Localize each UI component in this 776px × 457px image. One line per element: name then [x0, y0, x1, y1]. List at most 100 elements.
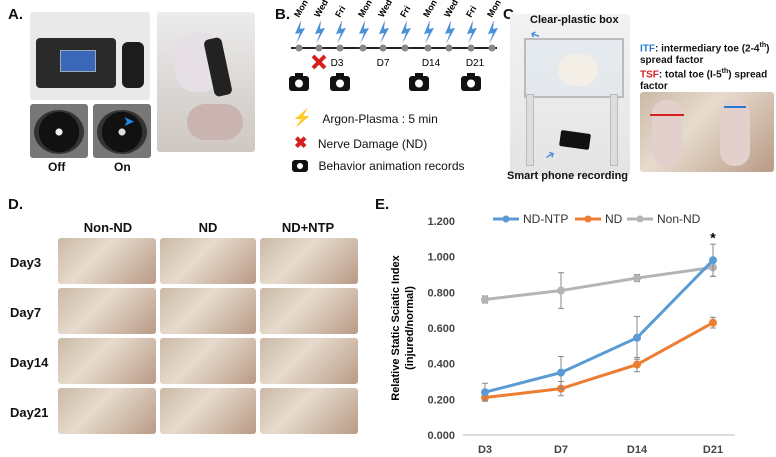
recording-setup-photo [510, 14, 630, 176]
timeline-dot [424, 44, 432, 52]
legend-label: ND-NTP [523, 212, 568, 226]
smartphone [559, 129, 591, 151]
paw-photo-day14-nd [160, 338, 256, 384]
day-label: Fri [333, 4, 347, 19]
itf-abbr: ITF [640, 43, 655, 55]
itf-text3: spread factor [640, 55, 704, 67]
row-label-day3: Day3 [10, 255, 42, 270]
timeline-dot [488, 44, 496, 52]
timepoint-label: D21 [466, 58, 485, 69]
nerve-damage-cross-icon [311, 54, 327, 70]
day-label: Wed [312, 0, 330, 19]
day-label: Mon [356, 0, 374, 19]
paw-photo-day21-nd [160, 388, 256, 434]
series-line [484, 265, 714, 301]
day-label: Fri [398, 4, 412, 19]
timeline-dot [295, 44, 303, 52]
data-point [557, 368, 565, 377]
data-point [481, 388, 489, 397]
rat [558, 54, 598, 86]
x-tick-label: D3 [478, 444, 492, 456]
x-tick-label: D21 [703, 444, 723, 456]
itf-text: : intermediary toe (2-4 [655, 43, 760, 55]
legend-nd-text: Nerve Damage (ND) [317, 137, 428, 151]
timeline-dot [467, 44, 475, 52]
lightning-icon [295, 20, 305, 44]
lightning-icon [315, 20, 325, 44]
paw-photo-day21-non-nd [58, 388, 156, 434]
nozzle-off-photo [30, 104, 88, 158]
paw-photo-day3-non-nd [58, 238, 156, 284]
legend-nd-row: ✖ Nerve Damage (ND) [294, 133, 428, 152]
x-tick-label: D7 [554, 444, 568, 456]
row-label-day7: Day7 [10, 305, 42, 320]
timepoint-label: D14 [422, 58, 441, 69]
legend-plasma-row: ⚡ Argon-Plasma : 5 min [292, 108, 438, 127]
series-line [484, 259, 715, 394]
day-label: Mon [421, 0, 439, 19]
plasma-device-photo [30, 12, 150, 100]
y-tick-label: 0.200 [427, 394, 455, 406]
paw-photo-day7-nd [160, 288, 256, 334]
panel-a-label: A. [8, 6, 23, 23]
device-wand [122, 42, 144, 88]
data-point [481, 295, 489, 304]
panel-e-label: E. [375, 196, 390, 213]
day-label: Mon [485, 0, 503, 19]
y-tick-label: 0.600 [427, 323, 455, 335]
legend-marker [502, 215, 510, 223]
camera-icon [330, 73, 350, 91]
timepoint-label: D3 [331, 58, 344, 69]
paw-photo-day7-non-nd [58, 288, 156, 334]
x-tick-label: D14 [627, 444, 648, 456]
paw-right [720, 100, 750, 166]
lightning-icon [401, 20, 411, 44]
tsf-definition: TSF: total toe (I-5th) spread factor [640, 66, 774, 93]
timeline-dot [315, 44, 323, 52]
smartphone-label: Smart phone recording [507, 170, 629, 182]
paw-measurement-photo [640, 92, 774, 172]
legend-records-row: Behavior animation records [292, 157, 465, 173]
y-tick-label: 1.200 [427, 216, 455, 228]
camera-icon [461, 73, 481, 91]
lightning-icon [488, 20, 498, 44]
camera-icon [409, 73, 429, 91]
paw-photo-day7-nd-ntp [260, 288, 358, 334]
off-label: Off [48, 160, 66, 174]
stand-leg-left [526, 94, 534, 166]
data-point [633, 360, 641, 369]
day-label: Fri [464, 4, 478, 19]
lightning-icon [359, 20, 369, 44]
tsf-sup: th [721, 68, 729, 75]
stand-leg-right [610, 94, 618, 166]
itf-text2: ) [766, 43, 770, 55]
camera-icon [289, 73, 309, 91]
paw-photo-day3-nd [160, 238, 256, 284]
row-label-day14: Day14 [10, 355, 49, 370]
series-line [484, 321, 714, 400]
timeline-dot [445, 44, 453, 52]
nozzle-disc [34, 110, 84, 154]
legend-marker [584, 215, 592, 223]
tsf-abbr: TSF [640, 69, 659, 81]
on-label: On [114, 160, 131, 174]
data-point [709, 318, 717, 327]
legend-records-text: Behavior animation records [318, 159, 465, 173]
paw-photo-day21-nd-ntp [260, 388, 358, 434]
paw-photo-day14-non-nd [58, 338, 156, 384]
mouse-skin [187, 104, 243, 140]
col-header-nd: ND [198, 220, 218, 235]
lightning-icon [379, 20, 389, 44]
lightning-icon [445, 20, 455, 44]
timepoint-label: D7 [377, 58, 390, 69]
day-label: Wed [442, 0, 460, 19]
nozzle-on-photo: ➤ [93, 104, 151, 158]
y-tick-label: 0.400 [427, 359, 455, 371]
y-axis-label-2: (injured/normal) [404, 286, 416, 370]
paw-photo-day14-nd-ntp [260, 338, 358, 384]
legend-label: Non-ND [657, 212, 701, 226]
tsf-text3: factor [640, 81, 668, 93]
y-tick-label: 0.000 [427, 430, 455, 442]
clear-plastic-box-label: Clear-plastic box [530, 14, 619, 26]
